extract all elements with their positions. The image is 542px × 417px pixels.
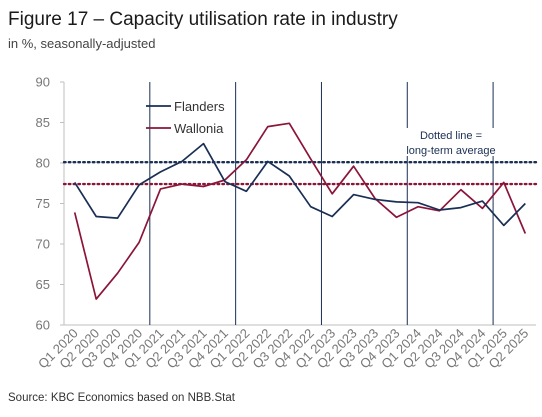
annotation-text: long-term average bbox=[406, 145, 495, 157]
annotation: Dotted line = long-term average bbox=[400, 128, 504, 157]
y-tick-labels: 60 65 70 75 80 85 90 bbox=[36, 75, 50, 333]
y-tick-label: 70 bbox=[36, 237, 50, 252]
series-lines bbox=[73, 122, 527, 300]
chart-title: Figure 17 – Capacity utilisation rate in… bbox=[8, 9, 398, 30]
y-tick-label: 65 bbox=[36, 277, 50, 292]
long-term-average-lines bbox=[62, 160, 538, 186]
legend: Flanders Wallonia bbox=[146, 99, 225, 136]
source-note: Source: KBC Economics based on NBB.Stat bbox=[8, 392, 235, 404]
y-tick-label: 80 bbox=[36, 156, 50, 171]
series-line-wallonia bbox=[73, 122, 527, 300]
axes bbox=[60, 81, 536, 326]
y-tick-label: 90 bbox=[36, 75, 50, 90]
legend-label: Flanders bbox=[174, 99, 225, 114]
annotation-background bbox=[400, 128, 504, 156]
y-tick-label: 85 bbox=[36, 115, 50, 130]
legend-label: Wallonia bbox=[174, 121, 224, 136]
annotation-text: Dotted line = bbox=[420, 130, 482, 142]
y-tick-label: 60 bbox=[36, 318, 50, 333]
year-separators bbox=[149, 82, 494, 325]
y-tick-label: 75 bbox=[36, 196, 50, 211]
chart-subtitle: in %, seasonally-adjusted bbox=[8, 36, 156, 51]
series-line-flanders bbox=[73, 142, 526, 227]
